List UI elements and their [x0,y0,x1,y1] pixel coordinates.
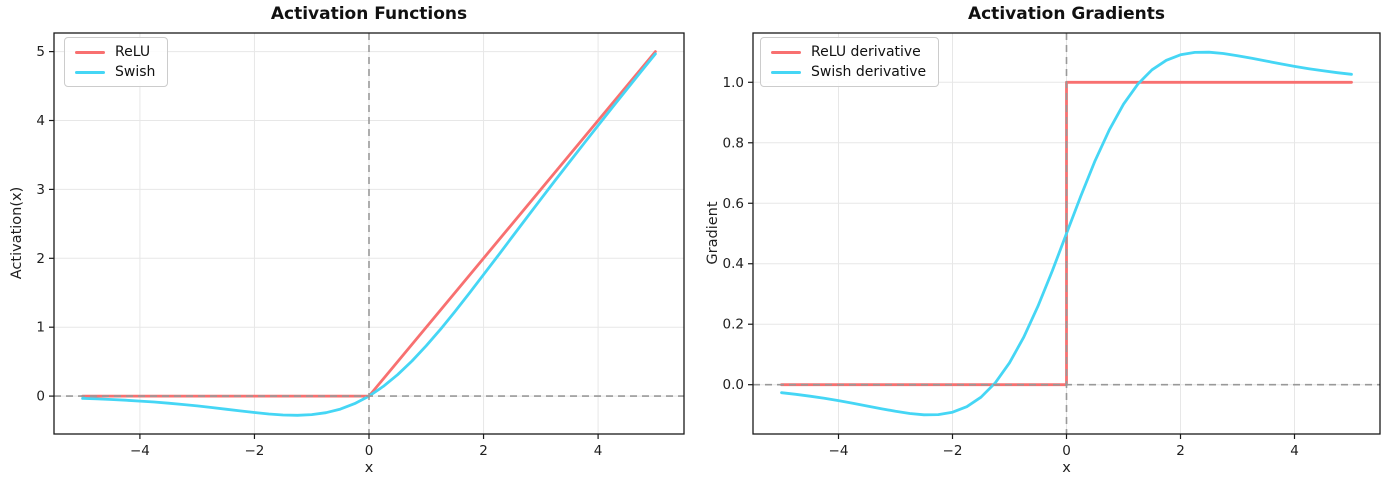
x-tick-label: 0 [1062,443,1071,459]
y-tick-label: 1 [36,320,45,336]
x-axis-label: x [1062,460,1071,476]
swish-derivative-legend-line-icon [771,70,801,74]
y-tick-label: 2 [36,251,45,267]
activation-gradients-figure: −4 −2 0 2 4 0.0 0.2 0.4 0.6 0.8 1.0 Activation Gra… [695,0,1390,490]
activation-gradients-plot: −4 −2 0 2 4 0.0 0.2 0.4 0.6 0.8 1.0 [723,32,1381,459]
x-tick-label: −4 [130,443,150,459]
x-axis-label: x [364,460,374,476]
legend-item: Swish [75,65,155,79]
x-tick-label: 2 [479,443,488,459]
swish-legend-line-icon [75,70,105,74]
relu-legend-line-icon [75,50,105,54]
y-tick-label: 0.2 [723,317,744,333]
x-tick-label: 4 [1290,443,1299,459]
x-tick-label: 0 [365,443,374,459]
y-tick-label: 0.8 [723,135,744,151]
x-tick-label: 2 [1176,443,1185,459]
y-tick-label: 0 [36,389,45,405]
y-axis-label: Activation(x) [9,186,25,280]
x-tick-label: −2 [943,443,963,459]
legend-item: ReLU derivative [771,45,926,59]
y-tick-label: 5 [36,44,45,60]
legend-item: ReLU [75,45,155,59]
x-tick-label: −2 [245,443,265,459]
legend-label: Swish [115,64,156,80]
y-tick-label: 3 [36,182,45,198]
legend-item: Swish derivative [771,65,926,79]
y-tick-label: 4 [36,113,45,129]
legend-label: Swish derivative [811,64,927,80]
chart-title: Activation Gradients [967,4,1166,24]
activation-functions-figure: −4 −2 0 2 4 0 1 2 3 4 5 Activation Functions x Act… [9,4,685,476]
legend: ReLU Swish [64,37,169,87]
swish-derivative-line [780,50,1353,417]
legend-label: ReLU derivative [811,44,921,60]
y-tick-label: 0.6 [723,196,744,212]
y-tick-label: 0.0 [723,377,744,393]
y-axis-label: Gradient [705,201,721,265]
chart-title: Activation Functions [270,4,468,24]
x-tick-label: 4 [594,443,603,459]
legend-label: ReLU [115,44,151,60]
y-tick-label: 0.4 [723,256,744,272]
x-tick-label: −4 [829,443,849,459]
y-tick-label: 1.0 [723,75,744,91]
legend: ReLU derivative Swish derivative [760,37,940,87]
relu-derivative-legend-line-icon [771,50,801,54]
